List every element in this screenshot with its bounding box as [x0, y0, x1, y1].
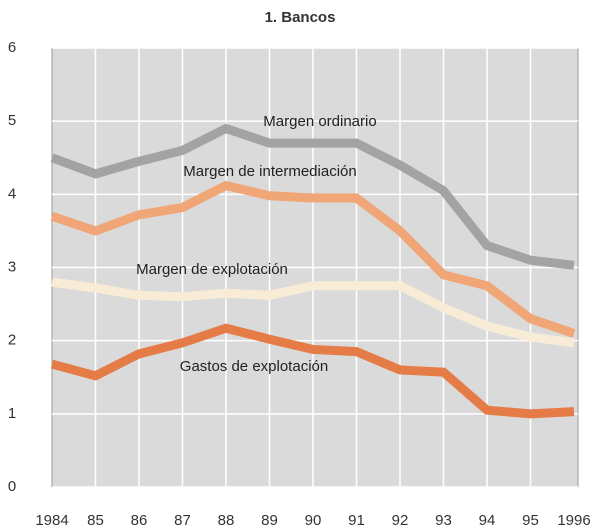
- y-tick-label: 0: [8, 478, 16, 495]
- x-tick-label: 87: [174, 512, 191, 529]
- x-tick-label: 94: [479, 512, 496, 529]
- x-tick-label: 85: [87, 512, 104, 529]
- series-label: Gastos de explotación: [180, 358, 328, 375]
- x-tick-label: 92: [392, 512, 409, 529]
- series-label: Margen de explotación: [136, 261, 288, 278]
- x-tick-label: 93: [435, 512, 452, 529]
- x-tick-label: 86: [131, 512, 148, 529]
- x-tick-label: 1984: [35, 512, 68, 529]
- series-line: [51, 277, 575, 348]
- x-tick-label: 91: [348, 512, 365, 529]
- x-tick-label: 90: [305, 512, 322, 529]
- x-tick-label: 89: [261, 512, 278, 529]
- y-tick-label: 4: [8, 185, 16, 202]
- chart-title: 1. Bancos: [265, 9, 336, 26]
- y-tick-label: 5: [8, 112, 16, 129]
- y-tick-label: 3: [8, 258, 16, 275]
- series-label: Margen ordinario: [263, 113, 376, 130]
- x-tick-label: 95: [522, 512, 539, 529]
- y-tick-label: 1: [8, 405, 16, 422]
- x-tick-label: 1996: [557, 512, 590, 529]
- y-tick-label: 2: [8, 332, 16, 349]
- x-tick-label: 88: [218, 512, 235, 529]
- series-label: Margen de intermediación: [183, 163, 356, 180]
- series-line: [50, 323, 575, 419]
- series-line: [50, 123, 575, 270]
- series-line: [50, 180, 576, 338]
- y-tick-label: 6: [8, 39, 16, 56]
